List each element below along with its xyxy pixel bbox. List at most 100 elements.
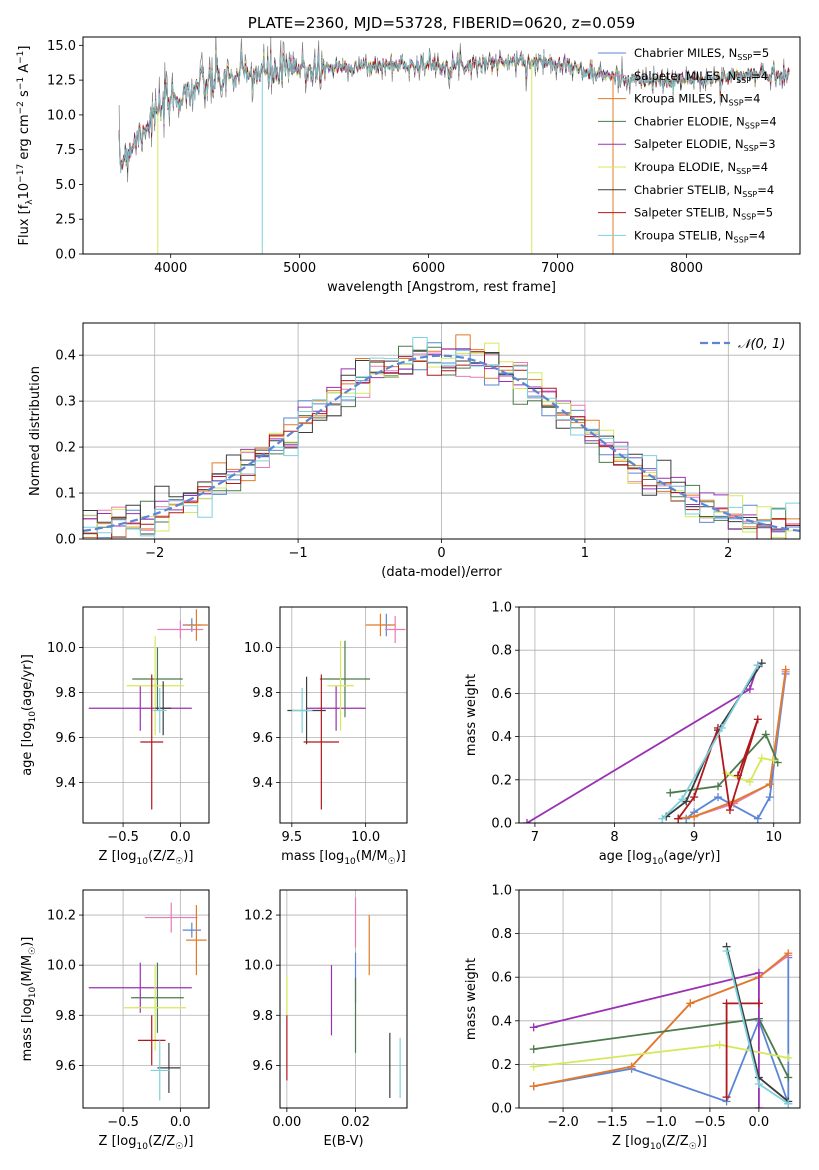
axes-frame (82, 36, 801, 255)
series-line (677, 718, 759, 820)
label-part: ] (17, 46, 32, 51)
x-tick-label: 9 (690, 830, 698, 845)
legend-label: 𝒩(0, 1) (738, 337, 785, 352)
series-line (533, 971, 760, 1108)
legend-text: Kroupa MILES, N (634, 92, 729, 106)
y-tick-label: 0.0 (491, 1102, 512, 1117)
y-tick-label: 0.0 (55, 533, 76, 548)
label-part: )] (697, 1134, 707, 1149)
legend-sub: SSP (729, 99, 744, 108)
x-tick-label: 4000 (154, 261, 187, 276)
y-tick-label: 0.2 (491, 773, 512, 788)
panel-spectrum: 4000 5000 6000 7000 8000 0.0 2.5 5.0 7.5 10.0 12.5… (16, 14, 801, 295)
y-tick-label: 9.8 (252, 686, 273, 701)
y-tick-label: 0.8 (491, 927, 512, 942)
legend-value: =4 (757, 183, 774, 197)
axes-frame (82, 889, 210, 1109)
x-tick-label: 0 (437, 546, 445, 561)
normal-curve (83, 354, 800, 532)
y-tick-label: 1.0 (491, 884, 512, 899)
histogram-step (83, 337, 800, 537)
x-axis-label: Z [log10(Z/Z☉)] (99, 1134, 194, 1152)
y-axis-label-group: mass weight (464, 958, 479, 1040)
y-axis-label: mass [log10(M/M☉)] (20, 937, 38, 1062)
y-tick-label: 0.2 (55, 441, 76, 456)
x-tick-label: −1 (289, 546, 308, 561)
y-tick-label: 10.2 (244, 909, 273, 924)
y-tick-label: 0.2 (491, 1058, 512, 1073)
y-tick-label: 0.0 (491, 817, 512, 832)
label-part: −1 (16, 77, 26, 90)
legend-text: Kroupa ELODIE, N (634, 160, 736, 174)
y-tick-label: 10.0 (47, 959, 76, 974)
x-tick-label: −1.0 (645, 1115, 677, 1130)
legend-text: Kroupa STELIB, N (634, 228, 734, 242)
histogram-step (83, 351, 800, 539)
label-part: 10 (652, 857, 664, 867)
y-axis-label-group: mass weight (464, 674, 479, 756)
label-part: (M/M (356, 849, 388, 864)
series-line (685, 673, 787, 820)
y-tick-label: 9.6 (55, 731, 76, 746)
y-tick-label: 2.5 (55, 213, 76, 228)
x-tick-label: 9.5 (281, 830, 302, 845)
x-tick-label: −1.5 (596, 1115, 628, 1130)
label-part: 10 (17, 183, 32, 200)
plot-area-age_vs_mass (287, 613, 406, 810)
label-part: 10 (136, 857, 148, 867)
label-part: A (17, 64, 32, 77)
legend-value: =3 (759, 137, 776, 151)
y-tick-label: 0.4 (491, 1014, 512, 1029)
legend-label: Salpeter STELIB, NSSP=5 (634, 206, 773, 222)
y-axis-label: mass weight (464, 674, 479, 756)
x-tick-label: 5000 (283, 261, 316, 276)
label-part: Z [log (99, 849, 137, 864)
legend-value: =4 (751, 160, 768, 174)
legend-text: Chabrier STELIB, N (634, 183, 742, 197)
x-axis-label: (data-model)/error (381, 565, 502, 580)
x-axis-label: age [log10(age/yr)] (599, 849, 721, 867)
label-part: ☉ (175, 1142, 183, 1152)
label-part: ☉ (28, 947, 38, 955)
y-tick-label: 9.6 (55, 1059, 76, 1074)
plot-area-mass_vs_Z (88, 902, 207, 1101)
legend-label: Kroupa MILES, NSSP=4 (634, 92, 760, 108)
legend-text: Chabrier MILES, N (634, 46, 737, 60)
panel-mass_vs_EBV: 0.00 0.02 9.6 9.8 10.0 10.2 E(B-V) (244, 889, 408, 1149)
legend-label: Kroupa STELIB, NSSP=4 (634, 228, 765, 244)
x-tick-label: 1 (581, 546, 589, 561)
legend-sub: SSP (745, 121, 760, 130)
label-part: Flux [f (17, 204, 32, 245)
plot-area-spectrum (118, 37, 790, 254)
label-part: (Z/Z (148, 1134, 175, 1149)
label-part: erg cm (17, 114, 32, 163)
y-tick-label: 10.0 (47, 108, 76, 123)
legend-value: =4 (751, 69, 768, 83)
legend-value: =4 (749, 228, 766, 242)
y-tick-label: 15.0 (47, 39, 76, 54)
x-axis-label: E(B-V) (323, 1134, 363, 1149)
y-axis-label-group: age [log10(age/yr)] (20, 654, 38, 776)
y-tick-label: 0.3 (55, 395, 76, 410)
series-line (670, 732, 779, 794)
axes-frame (82, 322, 801, 540)
x-tick-label: 10.0 (351, 830, 380, 845)
y-axis-label-group: Normed distribution (28, 366, 43, 496)
y-tick-label: 9.4 (252, 776, 273, 791)
y-tick-label: 1.0 (491, 601, 512, 616)
axes-frame (518, 606, 801, 824)
plot-area-mass_weight_vs_age (522, 659, 790, 823)
label-part: 10 (136, 1142, 148, 1152)
y-tick-label: 10.0 (244, 641, 273, 656)
y-tick-label: 0.6 (491, 687, 512, 702)
y-axis-label-group: Flux [fλ10−17 erg cm−2 s−1 A−1] (16, 46, 35, 246)
panel-mass_vs_Z: −0.5 0.09.69.810.010.2Z [log10(Z/Z☉)]mass… (20, 889, 210, 1152)
panel-age_vs_mass: 9.5 10.0 9.4 9.6 9.8 10.0 mass [log10(M/M☉)] (244, 606, 408, 867)
x-axis-label: wavelength [Angstrom, rest frame] (327, 280, 556, 295)
x-tick-label: 8000 (670, 261, 703, 276)
legend-text: Salpeter MILES, N (634, 69, 736, 83)
legend-label: Salpeter ELODIE, NSSP=3 (634, 137, 776, 153)
x-tick-label: 8 (610, 830, 618, 845)
y-axis-label-group: mass [log10(M/M☉)] (20, 937, 38, 1062)
axes-frame (82, 606, 210, 824)
